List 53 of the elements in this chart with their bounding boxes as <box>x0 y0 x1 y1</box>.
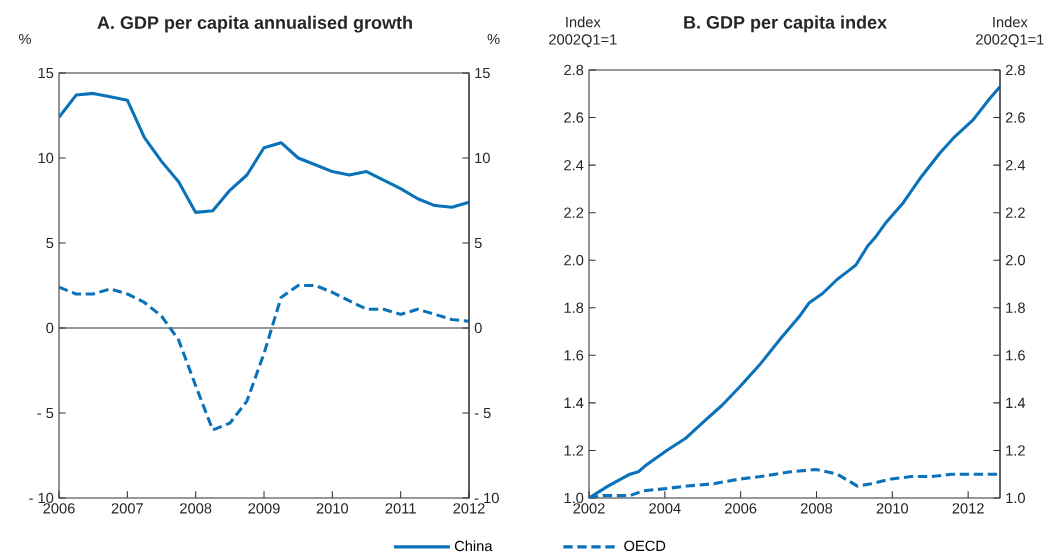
y2-tick-label: 2.2 <box>1005 207 1025 218</box>
chart-title: A. GDP per capita annualised growth <box>97 15 412 33</box>
x-tick-label: 2008 <box>180 503 212 514</box>
y-tick-label: 1.2 <box>564 445 584 456</box>
y-tick-label: 1.8 <box>564 302 584 313</box>
chart-title: B. GDP per capita index <box>684 15 887 33</box>
x-tick-label: 2006 <box>43 503 75 514</box>
x-tick-label: 2002 <box>573 503 605 514</box>
y-tick-label: 2.2 <box>564 207 584 218</box>
y2-axis-title: % <box>487 33 500 45</box>
y2-tick-label: 1.2 <box>1006 445 1025 456</box>
y-tick-label: 1.4 <box>564 397 584 408</box>
y-tick-label: 1.0 <box>564 492 584 504</box>
y2-tick-label: 5 <box>474 237 482 249</box>
y-tick-label: 1.6 <box>564 350 584 361</box>
y-tick-label: - 10 <box>29 492 54 504</box>
x-tick-label: 2009 <box>248 503 280 514</box>
x-tick-label: 2012 <box>453 503 485 514</box>
y2-tick-label: 1.0 <box>1006 492 1025 504</box>
x-tick-label: 2008 <box>800 503 833 514</box>
y2-tick-label: 1.8 <box>1006 302 1025 313</box>
x-tick-label: 2010 <box>876 503 909 514</box>
y2-tick-label: - 5 <box>474 407 491 419</box>
legend-label: OECD <box>624 540 666 552</box>
y-tick-label: 5 <box>46 237 54 249</box>
x-tick-label: 2004 <box>649 503 681 514</box>
y-axis-title: % <box>18 33 31 45</box>
y2-tick-label: 0 <box>474 322 482 334</box>
y2-tick-label: 1.6 <box>1006 350 1025 361</box>
x-tick-label: 2007 <box>111 503 143 514</box>
y2-tick-label: 2.6 <box>1005 112 1025 123</box>
y-tick-label: 0 <box>46 322 54 334</box>
y-tick-label: 15 <box>38 67 54 79</box>
y2-tick-label: 15 <box>475 67 490 79</box>
y2-tick-label: 10 <box>475 152 490 164</box>
x-tick-label: 2011 <box>385 503 416 514</box>
y-axis-title: Index 2002Q1=1 <box>549 16 617 48</box>
y2-tick-label: 2.0 <box>1005 255 1025 266</box>
y2-tick-label: 2.8 <box>1005 64 1025 76</box>
x-tick-label: 2012 <box>952 503 984 514</box>
y2-axis-title: Index 2002Q1=1 <box>976 16 1044 48</box>
y-tick-label: - 5 <box>37 407 54 419</box>
y-tick-label: 2.8 <box>564 64 584 76</box>
y2-tick-label: - 10 <box>474 492 499 504</box>
x-tick-label: 2010 <box>316 503 349 514</box>
y-tick-label: 2.0 <box>564 255 584 266</box>
y2-tick-label: 2.4 <box>1005 160 1026 171</box>
y-tick-label: 2.4 <box>564 160 584 171</box>
x-tick-label: 2006 <box>725 503 757 514</box>
y2-tick-label: 1.4 <box>1006 397 1026 408</box>
y-tick-label: 10 <box>38 152 54 164</box>
y-tick-label: 2.6 <box>564 112 584 123</box>
legend-label: China <box>454 540 493 552</box>
